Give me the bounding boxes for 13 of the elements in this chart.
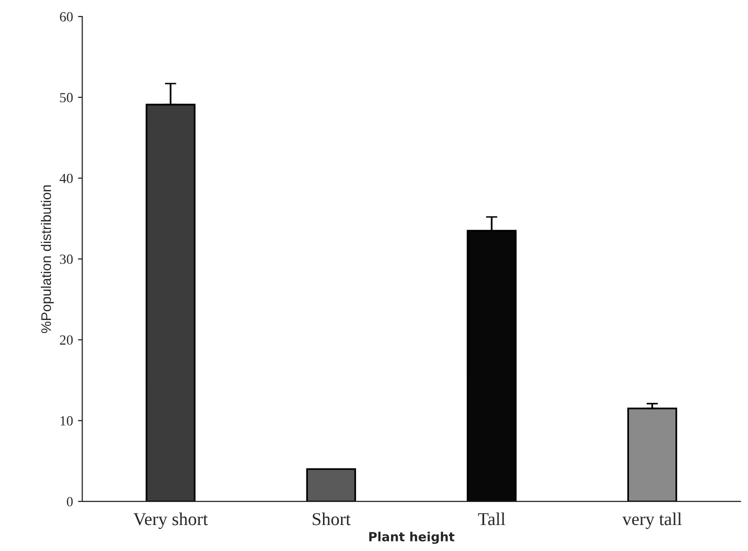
x-tick-label: Very short: [133, 512, 208, 529]
y-tick-label: 0: [66, 496, 73, 506]
x-axis-title: Plant height: [369, 532, 454, 544]
x-tick-label: Tall: [478, 512, 506, 526]
y-axis-title: %Population distribution: [40, 185, 54, 333]
y-tick-label: 20: [60, 335, 73, 345]
y-tick-label: 60: [60, 12, 73, 22]
y-tick-label: 10: [60, 416, 73, 426]
y-tick-label: 40: [60, 174, 73, 184]
y-tick-label: 50: [60, 92, 73, 102]
x-tick-label: very tall: [622, 512, 682, 529]
x-tick-label: Short: [312, 512, 351, 526]
y-tick-label: 30: [60, 254, 73, 264]
